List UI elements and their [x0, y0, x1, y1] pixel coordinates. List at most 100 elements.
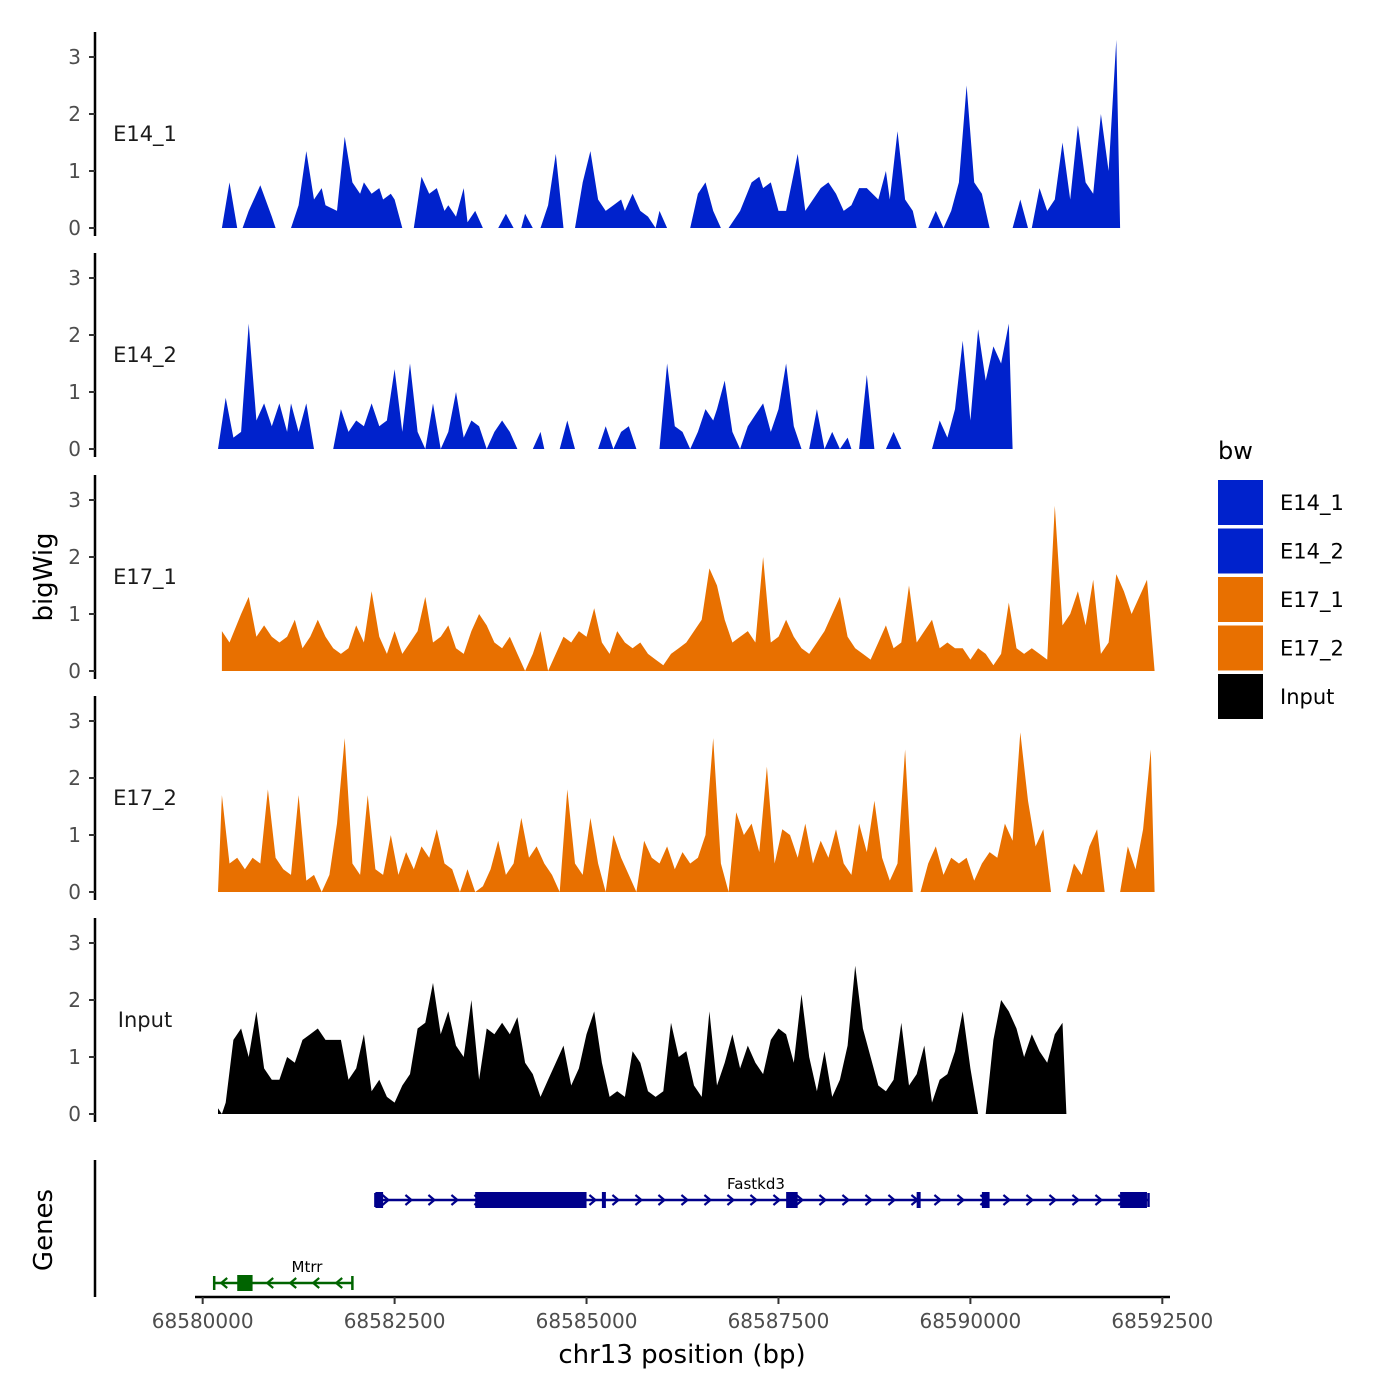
exon-block	[981, 1192, 990, 1208]
x-tick-label: 68580000	[152, 1309, 254, 1333]
coverage-area	[218, 323, 1013, 449]
strand-chevron	[404, 1194, 414, 1206]
x-tick-label: 68582500	[344, 1309, 446, 1333]
x-tick-label: 68587500	[728, 1309, 830, 1333]
strand-chevron	[657, 1194, 667, 1206]
legend-label: E14_1	[1280, 491, 1344, 516]
legend-label: E14_2	[1280, 540, 1344, 565]
y-tick-label: 2	[68, 102, 81, 126]
y-tick-label: 3	[68, 45, 81, 69]
strand-chevron	[311, 1277, 320, 1289]
strand-chevron	[450, 1194, 460, 1206]
x-axis: 68580000 68582500 68585000 68587500 68590000…	[152, 1295, 1213, 1333]
track-label: E17_2	[113, 786, 177, 811]
track-input: 0 1 2 3 Input	[68, 918, 1067, 1126]
exon-block	[601, 1192, 606, 1208]
strand-chevron	[772, 1194, 782, 1206]
strand-chevron	[749, 1194, 759, 1206]
y-tick-label: 3	[68, 709, 81, 733]
strand-chevron	[1025, 1194, 1035, 1206]
y-tick-label: 2	[68, 766, 81, 790]
y-tick-label: 2	[68, 323, 81, 347]
x-tick-label: 68590000	[919, 1309, 1021, 1333]
coverage-area	[218, 732, 1155, 892]
exon-block	[237, 1275, 253, 1291]
track-e17-1: 0 1 2 3 E17_1	[68, 475, 1155, 683]
strand-chevron	[288, 1277, 297, 1289]
y-tick-label: 1	[68, 602, 81, 626]
strand-chevron	[219, 1277, 228, 1289]
x-tick-label: 68592500	[1111, 1309, 1213, 1333]
coverage-area	[221, 39, 1121, 229]
y-axis-title-genes: Genes	[29, 1189, 59, 1271]
strand-chevron	[588, 1194, 598, 1206]
strand-chevron	[1002, 1194, 1012, 1206]
y-tick-label: 3	[68, 931, 81, 955]
strand-chevron	[611, 1194, 621, 1206]
legend-title: bw	[1218, 437, 1253, 465]
exon-block	[475, 1192, 587, 1208]
legend-label: E17_1	[1280, 588, 1344, 613]
y-tick-label: 1	[68, 1045, 81, 1069]
y-tick-label: 3	[68, 488, 81, 512]
exon-block	[786, 1192, 798, 1208]
track-e17-2: 0 1 2 3 E17_2	[68, 696, 1155, 904]
strand-chevron	[933, 1194, 943, 1206]
y-tick-label: 2	[68, 545, 81, 569]
exon-block	[1120, 1192, 1147, 1208]
legend: bw E14_1 E14_2 E17_1 E17_2 Input	[1218, 437, 1344, 719]
x-tick-label: 68585000	[536, 1309, 638, 1333]
strand-chevron	[703, 1194, 713, 1206]
strand-chevron	[1048, 1194, 1058, 1206]
y-tick-label: 0	[68, 1102, 81, 1126]
legend-swatch	[1218, 674, 1263, 719]
legend-swatch	[1218, 577, 1263, 622]
track-label: Input	[118, 1008, 172, 1032]
legend-label: E17_2	[1280, 637, 1344, 662]
y-tick-label: 0	[68, 880, 81, 904]
exon-block	[916, 1192, 921, 1208]
y-axis-title-bigwig: bigWig	[29, 532, 59, 621]
strand-chevron	[265, 1277, 274, 1289]
strand-chevron	[841, 1194, 851, 1206]
legend-swatch	[1218, 480, 1263, 525]
gene-mtrr: Mtrr	[212, 1258, 354, 1291]
genes-layer: Mtrr Fastkd3	[93, 1160, 1150, 1297]
y-tick-label: 1	[68, 823, 81, 847]
coverage-area	[221, 505, 1155, 671]
strand-chevron	[864, 1194, 874, 1206]
legend-swatch	[1218, 528, 1263, 574]
track-e14-1: 0 1 2 3 E14_1	[68, 32, 1121, 240]
y-tick-label: 1	[68, 380, 81, 404]
y-tick-label: 2	[68, 988, 81, 1012]
tracks-layer: 0 1 2 3 E14_1 0 1 2 3 E14_2 0 1 2 3 E17_1 0 1 2 3 E17_2 0 1 2 3…	[68, 32, 1155, 1126]
gene-label: Mtrr	[292, 1258, 324, 1276]
y-tick-label: 0	[68, 216, 81, 240]
legend-swatch	[1218, 625, 1263, 671]
strand-chevron	[795, 1194, 805, 1206]
strand-chevron	[726, 1194, 736, 1206]
y-tick-label: 3	[68, 266, 81, 290]
strand-chevron	[381, 1194, 391, 1206]
gene-fastkd3: Fastkd3	[374, 1175, 1150, 1208]
gene-label: Fastkd3	[727, 1175, 785, 1193]
strand-chevron	[680, 1194, 690, 1206]
legend-label: Input	[1280, 685, 1334, 709]
track-label: E17_1	[113, 565, 177, 590]
strand-chevron	[956, 1194, 966, 1206]
strand-chevron	[634, 1194, 644, 1206]
strand-chevron	[334, 1277, 343, 1289]
track-e14-2: 0 1 2 3 E14_2	[68, 253, 1013, 461]
x-axis-title: chr13 position (bp)	[558, 1340, 805, 1370]
y-tick-label: 1	[68, 159, 81, 183]
exon-block	[375, 1192, 384, 1208]
strand-chevron	[887, 1194, 897, 1206]
track-label: E14_1	[113, 122, 177, 147]
y-tick-label: 0	[68, 659, 81, 683]
strand-chevron	[818, 1194, 828, 1206]
strand-chevron	[1071, 1194, 1081, 1206]
coverage-area	[218, 965, 1067, 1114]
y-tick-label: 0	[68, 437, 81, 461]
strand-chevron	[427, 1194, 437, 1206]
